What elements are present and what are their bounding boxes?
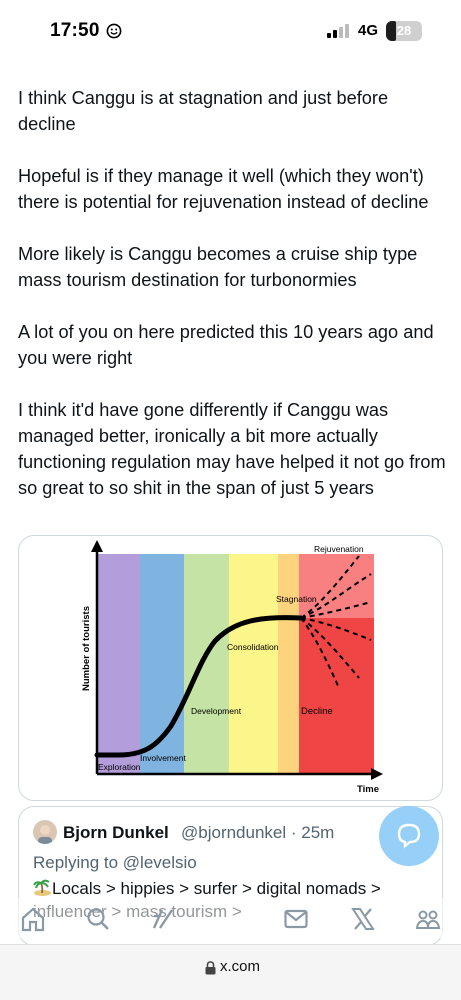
status-bar: 17:50 4G 28 (0, 0, 461, 62)
stage-label-stagnation: Stagnation (276, 594, 317, 604)
status-time: 17:50 (50, 20, 100, 41)
grok-icon[interactable] (150, 906, 176, 932)
x-logo-icon[interactable] (350, 906, 376, 932)
band-stagnation (278, 554, 299, 774)
url-text: x.com (220, 958, 261, 975)
lock-icon (205, 961, 216, 975)
battery-level: 28 (396, 23, 412, 38)
browser-url-bar[interactable]: x.com (0, 944, 461, 1000)
network-type: 4G (358, 22, 379, 39)
island-emoji-icon (33, 879, 51, 896)
band-decline (299, 618, 374, 774)
y-axis-arrow (91, 540, 103, 552)
tourism-lifecycle-chart: Number of tourists Time Exploration Invo… (81, 540, 383, 795)
avatar[interactable] (33, 820, 57, 844)
search-icon[interactable] (85, 906, 111, 932)
post-image[interactable]: Number of tourists Time Exploration Invo… (18, 535, 443, 801)
home-icon[interactable] (20, 906, 46, 932)
x-axis-label: Time (357, 784, 379, 795)
post-paragraph: I think it'd have gone differently if Ca… (18, 400, 446, 498)
bottom-nav (0, 898, 461, 938)
band-consolidation (229, 554, 278, 774)
band-development (184, 554, 229, 774)
stage-label-decline: Decline (301, 706, 333, 717)
stage-label-development: Development (191, 706, 242, 716)
smiley-icon (106, 23, 122, 39)
band-involvement (140, 554, 184, 774)
stage-label-consolidation: Consolidation (227, 642, 279, 652)
reply-bubble-icon (397, 823, 421, 849)
signal-icon (327, 24, 349, 38)
x-axis-arrow (371, 768, 383, 780)
future-scenarios (300, 555, 372, 689)
replying-to-label: Replying to (33, 853, 119, 872)
post-paragraph: I think Canggu is at stagnation and just… (18, 88, 389, 134)
y-axis-label: Number of tourists (81, 606, 92, 691)
messages-icon[interactable] (283, 906, 309, 932)
reply-author-handle: @bjorndunkel · 25m (181, 823, 335, 842)
band-rejuvenation (299, 554, 374, 618)
band-exploration (97, 554, 140, 774)
replying-to: Replying to @levelsio (33, 853, 197, 873)
battery-icon: 28 (386, 21, 422, 41)
post-paragraph: Hopeful is if they manage it well (which… (18, 166, 429, 212)
post-paragraph: A lot of you on here predicted this 10 y… (18, 322, 434, 368)
stage-label-exploration: Exploration (98, 762, 141, 772)
lifecycle-curve (94, 615, 304, 758)
stage-label-involvement: Involvement (140, 753, 186, 763)
reply-author-name[interactable]: Bjorn Dunkel (63, 823, 169, 842)
post-text: I think Canggu is at stagnation and just… (18, 85, 448, 527)
replying-to-handle[interactable]: @levelsio (122, 853, 197, 872)
compose-reply-button[interactable] (379, 806, 439, 866)
communities-icon[interactable] (415, 906, 441, 932)
stage-label-rejuvenation: Rejuvenation (314, 544, 364, 554)
post-paragraph: More likely is Canggu becomes a cruise s… (18, 244, 418, 290)
